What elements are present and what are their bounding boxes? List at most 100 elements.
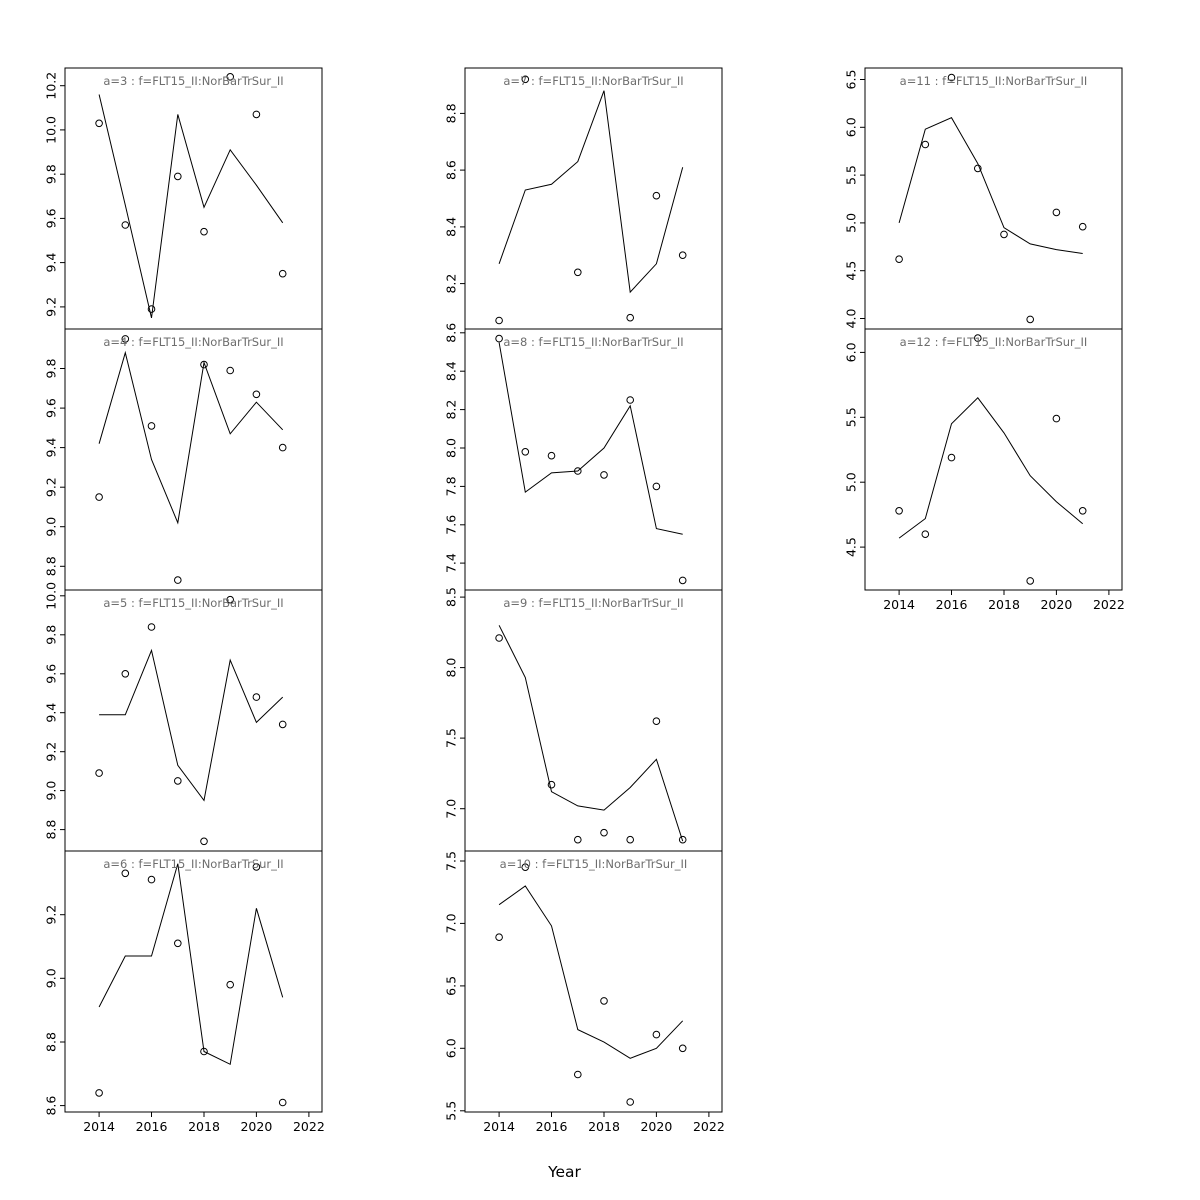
y-tick-label: 6.0 bbox=[843, 117, 858, 137]
y-tick-label: 6.0 bbox=[843, 342, 858, 362]
x-tick-label: 2020 bbox=[640, 1119, 672, 1134]
x-tick-label: 2022 bbox=[693, 1119, 725, 1134]
y-tick-label: 10.0 bbox=[43, 116, 58, 144]
data-point bbox=[678, 835, 687, 844]
data-point bbox=[547, 451, 556, 460]
y-tick-label: 8.8 bbox=[43, 820, 58, 840]
data-point bbox=[174, 576, 182, 584]
data-point bbox=[678, 576, 687, 585]
y-tick-label: 5.0 bbox=[843, 213, 858, 233]
data-point bbox=[1026, 315, 1034, 324]
panel-title: a=4 : f=FLT15_II:NorBarTrSur_II bbox=[103, 335, 283, 349]
y-tick-label: 8.6 bbox=[443, 323, 458, 343]
data-point bbox=[226, 980, 234, 989]
data-point bbox=[200, 360, 208, 369]
y-tick-label: 9.8 bbox=[43, 625, 58, 645]
y-tick-label: 9.0 bbox=[43, 517, 58, 537]
data-point bbox=[1026, 577, 1034, 585]
data-point bbox=[95, 769, 103, 777]
panel-title: a=10 : f=FLT15_II:NorBarTrSur_II bbox=[500, 857, 688, 871]
data-point bbox=[600, 828, 608, 837]
y-tick-label: 9.4 bbox=[43, 253, 58, 273]
data-point bbox=[626, 1098, 634, 1106]
data-point bbox=[95, 493, 103, 501]
data-point bbox=[252, 390, 261, 399]
fit-line bbox=[99, 648, 284, 802]
data-point bbox=[495, 933, 503, 941]
y-tick-label: 9.4 bbox=[43, 703, 58, 723]
y-tick-label: 5.5 bbox=[843, 165, 858, 185]
y-tick-label: 9.8 bbox=[43, 359, 58, 379]
x-tick-label: 2018 bbox=[988, 597, 1020, 612]
panel-border bbox=[864, 328, 1123, 591]
data-point bbox=[652, 191, 661, 200]
data-point bbox=[252, 693, 261, 701]
y-tick-label: 4.5 bbox=[843, 537, 858, 557]
panel-border bbox=[864, 67, 1123, 330]
data-point bbox=[200, 1047, 208, 1056]
y-tick-label: 8.5 bbox=[443, 587, 458, 607]
fit-line bbox=[898, 397, 1084, 539]
x-tick-label: 2018 bbox=[188, 1119, 220, 1134]
data-point bbox=[200, 837, 208, 846]
y-tick-label: 7.5 bbox=[443, 728, 458, 748]
data-point bbox=[947, 453, 956, 462]
y-tick-label: 8.2 bbox=[443, 400, 458, 420]
panel-border bbox=[64, 589, 323, 852]
data-point bbox=[174, 777, 182, 785]
fit-line bbox=[98, 350, 284, 525]
y-tick-label: 9.2 bbox=[43, 297, 58, 317]
y-tick-label: 8.4 bbox=[443, 217, 458, 237]
y-tick-label: 7.5 bbox=[443, 851, 458, 871]
data-point bbox=[547, 780, 556, 789]
panel-title: a=12 : f=FLT15_II:NorBarTrSur_II bbox=[900, 335, 1088, 349]
data-point bbox=[147, 623, 156, 631]
data-point bbox=[574, 1070, 582, 1079]
y-tick-label: 8.8 bbox=[443, 103, 458, 123]
data-point bbox=[574, 268, 582, 277]
data-point bbox=[626, 396, 634, 404]
y-tick-label: 6.0 bbox=[443, 1038, 458, 1058]
y-tick-label: 5.5 bbox=[443, 1101, 458, 1121]
fit-line bbox=[898, 117, 1083, 254]
data-point bbox=[278, 720, 287, 729]
data-point bbox=[147, 875, 156, 884]
data-point bbox=[252, 863, 261, 871]
y-tick-label: 7.0 bbox=[443, 913, 458, 933]
y-tick-label: 4.5 bbox=[843, 261, 858, 281]
data-point bbox=[121, 335, 130, 343]
data-point bbox=[1052, 208, 1061, 217]
fit-line bbox=[498, 342, 683, 535]
fit-line bbox=[498, 90, 684, 294]
data-point bbox=[1078, 222, 1087, 231]
panel-border bbox=[464, 850, 723, 1113]
y-tick-label: 9.2 bbox=[43, 905, 58, 925]
data-point bbox=[121, 221, 130, 229]
y-tick-label: 9.8 bbox=[43, 164, 58, 184]
data-point bbox=[574, 835, 582, 844]
x-tick-label: 2020 bbox=[1040, 597, 1072, 612]
data-point bbox=[895, 255, 903, 263]
y-tick-label: 9.2 bbox=[43, 477, 58, 497]
x-tick-label: 2018 bbox=[588, 1119, 620, 1134]
data-point bbox=[921, 530, 930, 538]
fit-line bbox=[98, 94, 284, 319]
panel-a9: a=9 : f=FLT15_II:NorBarTrSur_II 7.0 7.5 8.0… bbox=[443, 587, 723, 852]
x-tick-label: 2022 bbox=[293, 1119, 325, 1134]
panel-border bbox=[464, 67, 723, 330]
y-tick-label: 8.8 bbox=[43, 556, 58, 576]
y-tick-label: 9.2 bbox=[43, 742, 58, 762]
data-point bbox=[626, 835, 634, 844]
x-tick-label: 2016 bbox=[936, 597, 968, 612]
y-tick-label: 8.8 bbox=[43, 1032, 58, 1052]
panel-border bbox=[464, 589, 723, 852]
data-point bbox=[278, 269, 287, 278]
data-point bbox=[521, 448, 530, 456]
data-point bbox=[495, 634, 503, 642]
y-tick-label: 4.0 bbox=[843, 309, 858, 329]
data-point bbox=[1052, 414, 1061, 423]
data-point bbox=[652, 717, 661, 725]
y-tick-label: 8.4 bbox=[443, 361, 458, 381]
